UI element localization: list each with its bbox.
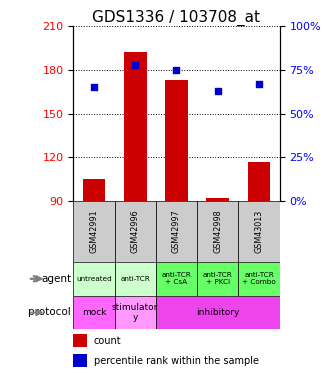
Point [174,67,179,73]
Text: count: count [94,336,122,346]
Bar [165,80,188,201]
Bar [115,201,156,262]
Bar [238,201,280,262]
Bar [248,162,270,201]
Text: anti-TCR
+ PKCi: anti-TCR + PKCi [203,272,233,285]
Text: stimulator
y: stimulator y [112,303,159,322]
Title: GDS1336 / 103708_at: GDS1336 / 103708_at [93,10,260,26]
Point [256,81,262,87]
Bar [83,179,105,201]
Point [133,62,138,68]
Text: GSM42996: GSM42996 [131,210,140,253]
Text: GSM42991: GSM42991 [89,210,99,253]
Bar [197,201,238,262]
Bar [197,262,238,296]
Text: GSM43013: GSM43013 [254,210,264,253]
Bar [73,354,87,367]
Bar [156,201,197,262]
Text: percentile rank within the sample: percentile rank within the sample [94,356,259,366]
Text: agent: agent [41,274,71,284]
Text: anti-TCR: anti-TCR [120,276,150,282]
Bar [115,296,156,329]
Point [215,88,220,94]
Text: anti-TCR
+ CsA: anti-TCR + CsA [162,272,191,285]
Text: untreated: untreated [76,276,112,282]
Bar [73,262,115,296]
Bar [124,53,147,201]
Text: protocol: protocol [28,308,71,318]
Text: GSM42998: GSM42998 [213,210,222,253]
Bar [156,296,280,329]
Point [91,84,97,90]
Bar [73,296,115,329]
Bar [73,201,115,262]
Text: anti-TCR
+ Combo: anti-TCR + Combo [242,272,276,285]
Bar [238,262,280,296]
Bar [73,334,87,347]
Text: mock: mock [82,308,106,317]
Bar [206,198,229,201]
Text: GSM42997: GSM42997 [172,210,181,253]
Text: inhibitory: inhibitory [196,308,239,317]
Bar [115,262,156,296]
Bar [156,262,197,296]
